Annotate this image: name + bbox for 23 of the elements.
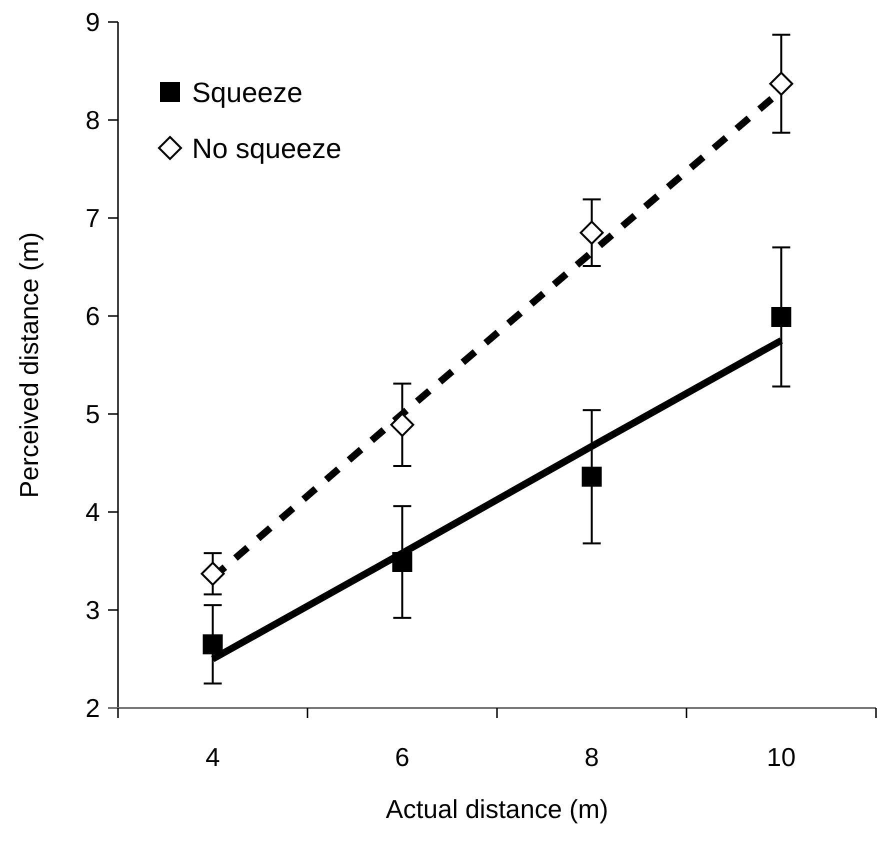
x-tick-label: 6 (395, 742, 410, 772)
point (771, 306, 792, 327)
y-tick-label: 2 (86, 693, 100, 724)
y-tick-label: 7 (86, 203, 100, 234)
legend-label: Squeeze (192, 76, 303, 108)
x-tick-label: 8 (584, 742, 599, 772)
y-axis-title: Perceived distance (m) (14, 232, 44, 498)
point (582, 466, 602, 487)
point (200, 562, 225, 586)
y-tick-label: 9 (86, 7, 100, 38)
legend-label: No squeeze (192, 132, 342, 164)
point (580, 220, 604, 245)
y-tick-label: 6 (86, 301, 100, 332)
y-tick-label: 3 (86, 595, 100, 626)
y-tick-label: 4 (86, 497, 100, 528)
y-tick-label: 8 (86, 105, 100, 136)
point (392, 552, 412, 572)
x-tick-label: 10 (766, 742, 796, 772)
y-tick-label: 5 (86, 399, 100, 430)
point (769, 72, 794, 96)
point (202, 634, 223, 654)
x-axis-title: Actual distance (m) (386, 794, 608, 824)
x-tick-label: 4 (206, 742, 220, 772)
